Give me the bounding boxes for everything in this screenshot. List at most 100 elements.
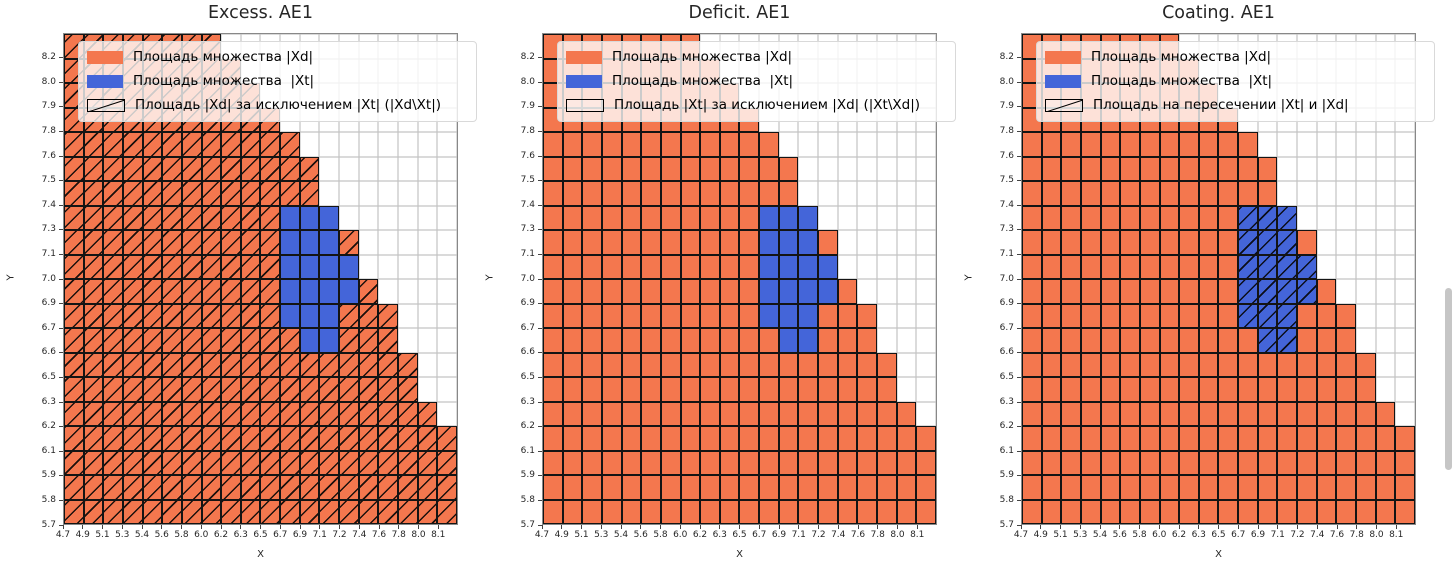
grid-cell [437, 402, 457, 427]
grid-cell [240, 254, 261, 279]
grid-cell [64, 352, 84, 377]
grid-cell [877, 304, 897, 329]
x-tick-label: 6.5 [732, 530, 747, 540]
tick-mark [1017, 106, 1021, 108]
grid-cell [83, 181, 104, 206]
legend-swatch-hatch [87, 99, 125, 112]
grid-cell [700, 328, 720, 353]
grid-cell [359, 132, 379, 157]
grid-cell [818, 303, 838, 328]
grid-cell [1041, 279, 1062, 304]
tick-mark [897, 525, 899, 529]
tick-mark [59, 278, 63, 280]
grid-cell [359, 181, 379, 206]
grid-cell [319, 230, 340, 255]
grid-cell [562, 352, 583, 377]
grid-cell [122, 377, 143, 402]
grid-cell [582, 475, 602, 500]
grid-cell [818, 254, 838, 279]
grid-cell [358, 328, 379, 353]
grid-cell [1179, 279, 1199, 304]
grid-cell [1316, 377, 1337, 402]
grid-cell [1395, 328, 1415, 353]
grid-cell [1120, 132, 1140, 157]
grid-cell [1022, 181, 1042, 206]
axes-area: Площадь множества |Xd| Площадь множества… [63, 33, 477, 525]
y-tick-label: 5.7 [999, 519, 1014, 530]
tick-mark [1020, 525, 1022, 529]
grid-cell [142, 450, 163, 475]
grid-cell [142, 156, 163, 181]
legend-label-difference: Площадь |Xd| за исключением |Xt| (|Xd\Xt… [135, 96, 442, 113]
grid-cell [64, 181, 84, 206]
grid-cell [398, 255, 418, 280]
grid-cell [418, 157, 438, 182]
tick-mark [620, 525, 622, 529]
grid-cell [719, 450, 740, 475]
grid-cell [1218, 254, 1239, 279]
grid-cell [1080, 377, 1101, 402]
legend-label-xd: Площадь множества |Xd| [133, 48, 314, 65]
grid-cell [818, 328, 838, 353]
grid-cell [680, 426, 701, 451]
tick-mark [1017, 229, 1021, 231]
grid-cell [1022, 156, 1042, 181]
grid-cell [818, 181, 838, 206]
grid-cell [162, 230, 182, 255]
grid-cell [837, 328, 858, 353]
legend-item-difference: Площадь |Xt| за исключением |Xd| (|Xt\Xd… [566, 96, 947, 115]
tick-mark [59, 401, 63, 403]
grid-cell [103, 254, 123, 279]
tick-mark [121, 525, 123, 529]
tick-mark [679, 525, 681, 529]
x-tick-label: 6.5 [253, 530, 268, 540]
grid-cell [660, 132, 681, 157]
grid-cell [660, 499, 681, 524]
grid-cell [418, 353, 438, 378]
tick-mark [200, 525, 202, 529]
legend-swatch-xt [1045, 75, 1081, 88]
grid-cell [1198, 205, 1219, 230]
grid-cell [818, 401, 838, 426]
y-tick-label: 7.9 [520, 101, 535, 112]
grid-cell [582, 499, 602, 524]
plot-panel-deficit: Deficit. AE1 Y 8.2 8.0 7.9 7.8 7.6 7.5 7.4 7.3 7… [479, 0, 958, 575]
grid-cell [1238, 181, 1258, 206]
grid-cell [122, 499, 143, 524]
x-axis-label: X [257, 549, 264, 560]
scrollbar-thumb[interactable] [1445, 288, 1452, 470]
tick-mark [1060, 525, 1062, 529]
grid-cell [1159, 156, 1180, 181]
grid-cell [1277, 279, 1298, 304]
grid-cell [1120, 205, 1140, 230]
grid-cell [660, 230, 681, 255]
grid-cell [1257, 499, 1278, 524]
legend-label-xd: Площадь множества |Xd| [612, 48, 793, 65]
grid-cell [162, 426, 182, 451]
grid-cell [1297, 279, 1317, 304]
grid-cell [64, 377, 84, 402]
grid-cell [1297, 132, 1317, 157]
grid-cell [1061, 254, 1081, 279]
tick-mark [538, 130, 542, 132]
grid-cell [739, 156, 760, 181]
tick-mark [916, 525, 918, 529]
grid-cell [660, 377, 681, 402]
grid-cell [877, 426, 897, 451]
grid-cell [897, 157, 917, 182]
grid-cell [201, 450, 222, 475]
tick-mark [758, 525, 760, 529]
grid-cell [1041, 352, 1062, 377]
grid-cell [1375, 475, 1396, 500]
grid-cell [916, 279, 936, 304]
tick-mark [59, 352, 63, 354]
grid-cell [437, 132, 457, 157]
grid-cell [1356, 499, 1376, 524]
grid-cell [700, 230, 720, 255]
grid-cell [543, 181, 563, 206]
grid-cell [418, 377, 438, 402]
tick-mark [538, 475, 542, 477]
grid-cell [83, 499, 104, 524]
x-tick-label: 5.6 [1112, 530, 1127, 540]
grid-cell [1198, 303, 1219, 328]
